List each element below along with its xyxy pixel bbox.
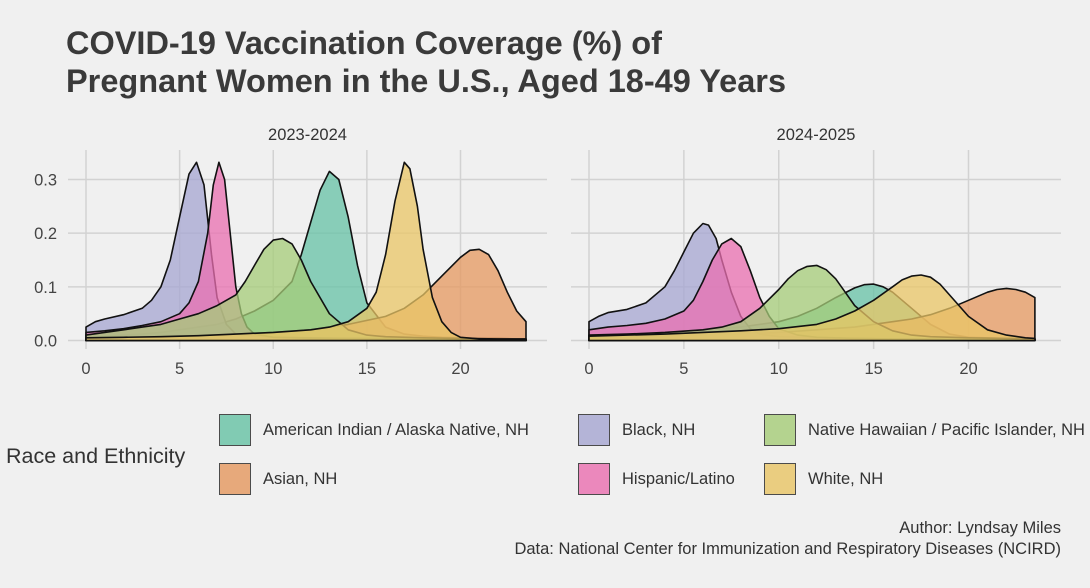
- legend-item: Hispanic/Latino: [578, 462, 735, 496]
- legend-item: Native Hawaiian / Pacific Islander, NH: [764, 413, 1085, 447]
- legend-swatch: [219, 463, 251, 495]
- legend-swatch: [219, 414, 251, 446]
- legend-label: White, NH: [808, 469, 884, 488]
- caption-author: Author: Lyndsay Miles: [899, 519, 1061, 537]
- density-area: [85, 161, 527, 342]
- x-tick-label: 0: [81, 360, 90, 378]
- density-plot: 2023-2024 0 5 10 15 20 0.0 0.1 0.2 0.3 2024-2025 0 5…: [34, 126, 1061, 378]
- x-tick-label: 10: [264, 360, 282, 378]
- panel-2: 2024-2025 0 5 10 15 20: [571, 126, 1061, 378]
- legend-swatch: [764, 414, 796, 446]
- panel-label: 2024-2025: [777, 126, 856, 144]
- legend-swatch: [578, 463, 610, 495]
- x-tick-label: 0: [584, 360, 593, 378]
- y-tick-label: 0.1: [34, 279, 57, 297]
- legend-item: Black, NH: [578, 413, 695, 447]
- chart-title: COVID-19 Vaccination Coverage (%) of Pre…: [66, 24, 786, 100]
- x-tick-label: 5: [175, 360, 184, 378]
- legend-label: Black, NH: [622, 420, 696, 439]
- legend-label: American Indian / Alaska Native, NH: [263, 420, 529, 439]
- caption-source: Data: National Center for Immunization a…: [514, 540, 1061, 558]
- y-tick-label: 0.3: [34, 172, 57, 190]
- legend-swatch: [764, 463, 796, 495]
- legend-label: Asian, NH: [263, 469, 338, 488]
- legend-title: Race and Ethnicity: [6, 444, 186, 468]
- density-area: [588, 274, 1036, 342]
- x-tick-label: 5: [679, 360, 688, 378]
- chart-title-line1: COVID-19 Vaccination Coverage (%) of: [66, 25, 662, 61]
- y-tick-label: 0.0: [34, 333, 57, 351]
- panel-1: 2023-2024 0 5 10 15 20 0.0 0.1 0.2 0.3: [34, 126, 547, 378]
- panel-label: 2023-2024: [268, 126, 347, 144]
- legend-item: American Indian / Alaska Native, NH: [219, 413, 529, 447]
- x-tick-label: 10: [770, 360, 788, 378]
- caption: Author: Lyndsay Miles Data: National Cen…: [514, 518, 1061, 560]
- legend-item: Asian, NH: [219, 462, 337, 496]
- x-tick-label: 20: [959, 360, 977, 378]
- x-tick-label: 20: [451, 360, 469, 378]
- y-tick-label: 0.2: [34, 225, 57, 243]
- legend-item: White, NH: [764, 462, 883, 496]
- x-tick-label: 15: [358, 360, 376, 378]
- chart-title-line2: Pregnant Women in the U.S., Aged 18-49 Y…: [66, 63, 787, 99]
- legend-swatch: [578, 414, 610, 446]
- x-tick-label: 15: [864, 360, 882, 378]
- legend-label: Native Hawaiian / Pacific Islander, NH: [808, 420, 1085, 439]
- legend-label: Hispanic/Latino: [622, 469, 735, 488]
